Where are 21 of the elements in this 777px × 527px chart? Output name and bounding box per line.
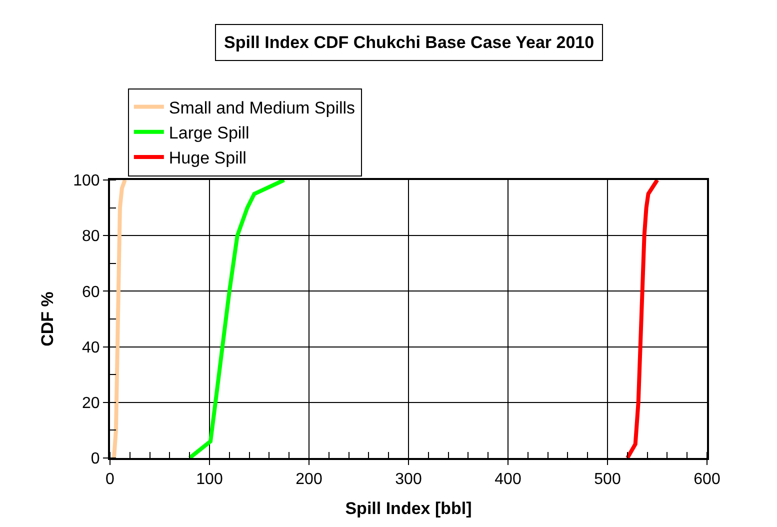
line-series: [625, 180, 660, 458]
x-axis-title: Spill Index [bbl]: [345, 499, 472, 518]
legend-label: Small and Medium Spills: [168, 98, 356, 118]
y-tick-label: 20: [82, 395, 100, 412]
y-tick-label: 40: [82, 339, 100, 356]
x-tick-label: 300: [395, 471, 422, 488]
legend-label: Huge Spill: [168, 148, 246, 168]
y-tick-label: 80: [82, 228, 100, 246]
y-tick-label: 0: [90, 450, 100, 468]
x-tick-label: 200: [296, 471, 322, 488]
x-tick-label: 600: [694, 471, 720, 488]
x-tick-label: 400: [494, 471, 522, 488]
x-tick-label: 0: [106, 471, 115, 488]
line-series: [112, 180, 127, 458]
x-tick-label: 500: [594, 471, 621, 488]
y-tick-label: 100: [73, 172, 100, 190]
x-tick-label: 100: [196, 471, 223, 488]
y-axis-title: CDF %: [38, 292, 58, 346]
legend-label: Large Spill: [168, 124, 250, 143]
chart-title: Spill Index CDF Chukchi Base Case Year 2010: [224, 33, 594, 52]
y-tick-label: 60: [82, 284, 100, 301]
